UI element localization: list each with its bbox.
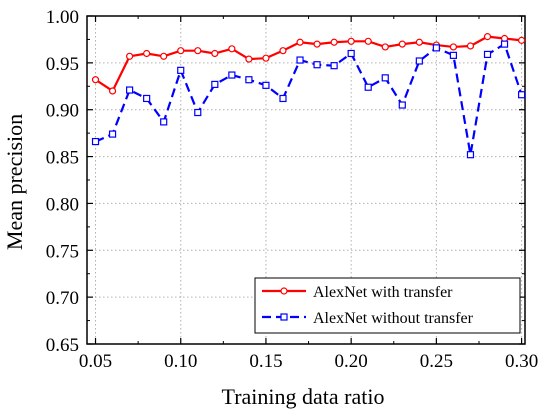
x-tick-label: 0.15 [249, 351, 282, 372]
data-point-without-transfer [91, 137, 100, 146]
data-point-without-transfer [517, 91, 526, 99]
data-point-without-transfer [432, 44, 440, 52]
x-tick-label: 0.30 [505, 351, 538, 372]
data-point-without-transfer [449, 51, 458, 59]
data-point-with-transfer [211, 49, 219, 58]
y-tick-label: 0.75 [46, 241, 79, 262]
data-point-without-transfer [245, 76, 253, 84]
data-point-without-transfer [160, 118, 168, 126]
data-point-with-transfer [143, 49, 151, 58]
data-point-with-transfer [279, 47, 287, 55]
data-point-with-transfer [483, 33, 492, 41]
data-point-with-transfer [245, 55, 253, 63]
legend-marker-with-transfer [280, 287, 288, 295]
data-point-with-transfer [330, 38, 338, 46]
data-point-without-transfer [108, 130, 117, 138]
data-point-with-transfer [517, 36, 526, 44]
data-point-with-transfer [177, 47, 185, 55]
data-point-without-transfer [194, 108, 202, 117]
series-layer [91, 33, 526, 159]
legend-label-without-transfer: AlexNet without transfer [313, 310, 474, 327]
data-point-with-transfer [364, 37, 372, 45]
data-point-with-transfer [415, 38, 423, 46]
legend-box [254, 277, 521, 334]
data-point-without-transfer [228, 71, 236, 79]
data-point-without-transfer [347, 49, 355, 58]
data-point-without-transfer [500, 40, 509, 48]
data-point-without-transfer [177, 66, 185, 74]
series-line-without-transfer [95, 43, 523, 156]
data-point-with-transfer [91, 76, 100, 84]
data-point-without-transfer [211, 80, 219, 89]
data-point-without-transfer [296, 56, 304, 64]
x-tick-label: 0.20 [335, 351, 368, 372]
data-point-without-transfer [262, 81, 270, 89]
x-axis-title: Training data ratio [222, 384, 385, 409]
data-point-with-transfer [347, 37, 355, 45]
y-tick-label: 1.00 [46, 7, 79, 28]
data-point-without-transfer [330, 62, 338, 70]
data-point-with-transfer [466, 42, 475, 50]
data-point-without-transfer [279, 94, 287, 103]
legend: AlexNet with transfer AlexNet without tr… [254, 277, 521, 334]
y-tick-label: 0.95 [46, 54, 79, 75]
legend-marker-without-transfer [280, 313, 288, 321]
data-point-with-transfer [108, 87, 117, 95]
data-point-with-transfer [313, 40, 321, 48]
y-tick-label: 0.85 [46, 148, 79, 169]
data-point-without-transfer [415, 57, 423, 65]
data-point-with-transfer [126, 52, 134, 60]
series-line-with-transfer [94, 35, 522, 93]
data-point-without-transfer [126, 86, 134, 94]
y-tick-label: 0.80 [46, 194, 79, 215]
x-tick-label: 0.05 [79, 351, 112, 372]
x-axis-tick-labels: 0.05 0.10 0.15 0.20 0.25 0.30 [79, 351, 538, 372]
data-point-without-transfer [313, 61, 321, 69]
data-point-with-transfer [262, 54, 270, 62]
data-point-without-transfer [381, 74, 389, 82]
data-point-with-transfer [194, 47, 202, 55]
x-tick-label: 0.10 [164, 351, 197, 372]
axis-ticks [87, 15, 525, 345]
y-axis-tick-labels: 0.65 0.70 0.75 0.80 0.85 0.90 0.95 1.00 [46, 7, 79, 356]
data-point-with-transfer [381, 43, 389, 51]
data-point-without-transfer [364, 83, 372, 91]
data-point-without-transfer [398, 101, 406, 109]
data-point-with-transfer [398, 40, 406, 48]
y-tick-label: 0.65 [46, 335, 79, 356]
data-point-without-transfer [466, 151, 475, 159]
data-point-with-transfer [449, 43, 458, 51]
y-axis-title: Mean precision [2, 114, 27, 250]
data-point-with-transfer [160, 52, 168, 60]
x-tick-label: 0.25 [420, 351, 453, 372]
data-point-without-transfer [143, 94, 151, 103]
data-point-with-transfer [296, 38, 304, 46]
data-point-without-transfer [483, 50, 492, 59]
y-tick-label: 0.90 [46, 101, 79, 122]
legend-label-with-transfer: AlexNet with transfer [313, 284, 453, 301]
y-tick-label: 0.70 [46, 288, 79, 309]
data-point-with-transfer [228, 45, 236, 53]
